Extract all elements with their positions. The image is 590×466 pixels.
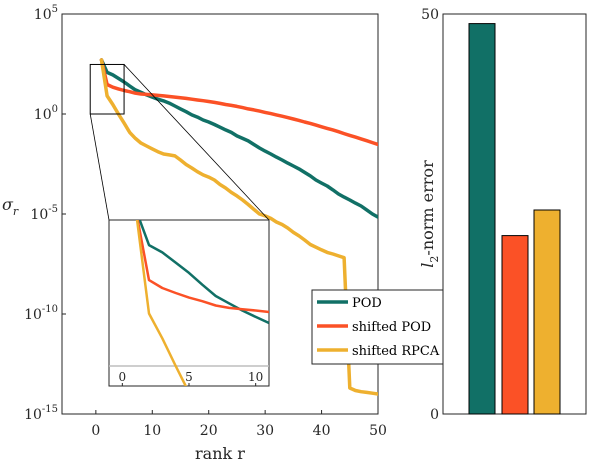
- y-axis-title: σr: [2, 195, 19, 218]
- bar-shifted-rpca: [533, 209, 561, 415]
- x-axis-title: rank r: [195, 444, 245, 463]
- x-tick-label: 0: [91, 423, 100, 439]
- inset-line-pod: [138, 220, 269, 325]
- y-tick-label: 100: [34, 104, 58, 123]
- inset-area: [108, 219, 270, 387]
- x-tick-label: 30: [256, 423, 274, 439]
- x-tick-label: 20: [200, 423, 218, 439]
- line-shifted-pod: [99, 58, 378, 147]
- inset-line-shifted-rpca: [135, 220, 188, 386]
- line-shifted-rpca: [99, 58, 378, 396]
- bar-pod: [468, 23, 496, 415]
- zoom-connector: [123, 64, 270, 221]
- y-tick-label: 10-10: [24, 304, 58, 323]
- error-bar-chart: 0 50 l2-norm error: [418, 7, 587, 423]
- zoom-connector: [89, 113, 110, 221]
- y-tick-label: 105: [34, 4, 58, 23]
- x-tick-label: 50: [369, 423, 387, 439]
- legend-label-shifted-rpca: shifted RPCA: [352, 344, 440, 359]
- legend: POD shifted POD shifted RPCA: [311, 289, 457, 365]
- inset-x-tick-label: 10: [248, 370, 263, 384]
- inset-plot: 0 5 10: [108, 219, 270, 387]
- bar-y-tick-label: 50: [421, 7, 439, 23]
- inset-line-shifted-pod: [136, 220, 269, 314]
- inset-x-tick-label: 0: [119, 370, 127, 384]
- zoom-box: [89, 63, 125, 115]
- inset-x-tick-label: 5: [185, 370, 193, 384]
- y-tick-label: 10-5: [30, 204, 58, 223]
- bar-y-tick-label: 0: [430, 407, 439, 423]
- x-tick-label: 40: [313, 423, 331, 439]
- bar-shifted-pod: [501, 235, 529, 415]
- bar-y-axis-title: l2-norm error: [418, 160, 441, 268]
- x-tick-label: 10: [143, 423, 161, 439]
- singular-values-plot: 0 10 20 30 40 50 10-15 10-10 10-5 100 105 0 5 10 PO…: [2, 4, 457, 463]
- y-tick-label: 10-15: [24, 404, 58, 423]
- legend-label-pod: POD: [352, 296, 382, 311]
- legend-label-shifted-pod: shifted POD: [352, 320, 431, 335]
